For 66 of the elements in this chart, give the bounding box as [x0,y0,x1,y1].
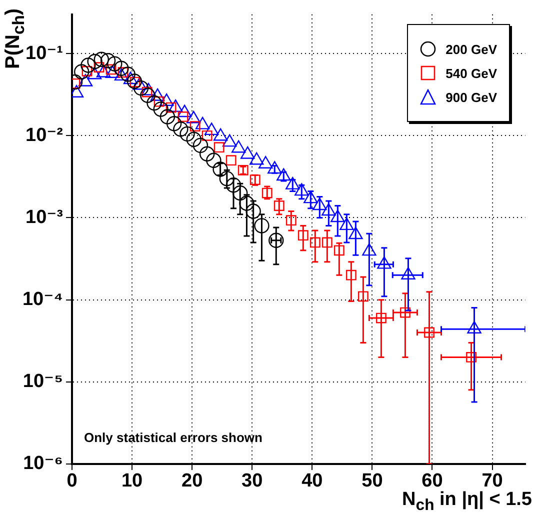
point [140,88,156,103]
x-tick-label: 60 [422,470,443,492]
point [226,155,236,166]
point [180,126,195,142]
y-tick-label: 10⁻¹ [26,42,63,64]
point [133,80,149,96]
point [212,162,228,177]
point [376,312,386,324]
legend-label: 200 GeV [446,42,497,56]
x-tick-label: 70 [482,470,503,492]
point [219,170,235,186]
point [107,56,122,72]
point [400,307,410,318]
point [298,230,308,241]
point [166,116,182,132]
point [146,95,162,111]
point [346,270,356,280]
y-tick-label: 10⁻⁵ [22,371,63,392]
point [80,58,96,73]
point [190,121,200,132]
point [358,291,368,302]
point [226,177,242,193]
point [268,232,284,248]
point [254,218,270,234]
legend-label: 540 GeV [446,66,497,80]
y-tick-label: 10⁻⁶ [23,453,63,474]
point [114,60,129,76]
point [310,237,320,248]
point [286,215,296,226]
point [94,52,110,67]
point [120,66,136,82]
x-axis-title: N$_{ch}$ in |η| < 1.5 [402,489,532,514]
point [239,196,254,211]
y-tick-label: 10⁻³ [26,206,63,228]
point [262,188,272,198]
point [160,109,176,124]
point [334,245,344,256]
point [178,112,188,122]
point [87,54,102,70]
y-tick-label: 10⁻² [26,124,63,146]
point [206,152,222,168]
point [466,352,476,362]
point [424,327,434,338]
point [214,142,224,153]
x-tick-label: 20 [182,470,203,492]
point [192,138,208,154]
x-tick-label: 0 [66,470,78,492]
x-tick-label: 50 [362,470,383,492]
point [173,122,188,137]
point [199,146,215,162]
point [153,102,168,117]
point [74,64,90,80]
point [246,204,261,219]
point [322,237,332,248]
y-tick-label: 10⁻⁴ [22,289,63,310]
x-tick-label: 30 [242,470,263,492]
point [232,185,248,201]
point [202,130,212,141]
point [274,200,284,211]
point [126,74,142,89]
annotation: Only statistical errors shown [84,430,262,445]
legend-label: 900 GeV [446,90,497,104]
point [100,53,116,68]
point [186,132,202,148]
x-tick-label: 10 [121,470,143,492]
x-tick-label: 40 [302,470,323,492]
